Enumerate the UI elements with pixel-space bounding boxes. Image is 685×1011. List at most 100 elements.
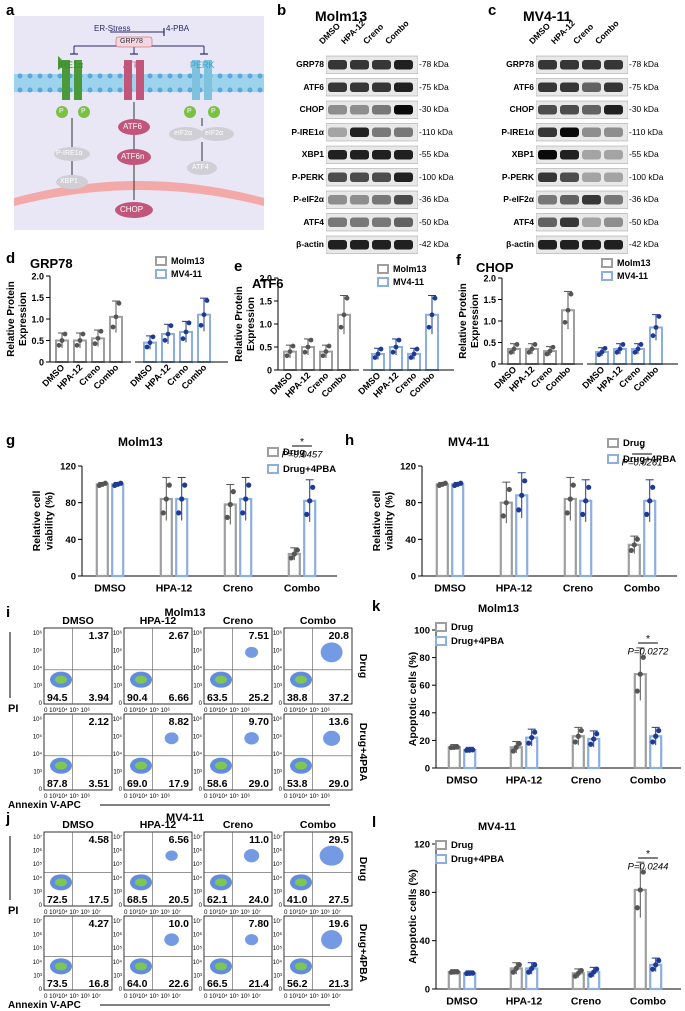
flow_i-ytick-1-1-0: 10⁶: [113, 716, 123, 723]
h-ytick-label-3: 120: [400, 462, 416, 473]
flow_j-q-ur-1-1: 10.0: [169, 918, 190, 930]
blot-b-row-3: P-IRE1α: [291, 126, 324, 137]
flow-panel-j: MV4-11 DMSO HPA-12 Creno Combo PI Annexin V-AP…: [8, 812, 369, 1011]
blot-c-lane-0: DMSO: [526, 20, 553, 46]
flow_j-q-ur-0-3: 29.5: [329, 834, 350, 846]
panel-letter-a: a: [6, 2, 15, 19]
p-circle-4: P: [211, 108, 216, 115]
blot-b-row-2: CHOP: [299, 104, 324, 114]
k-pt-1-3-0: [650, 739, 656, 745]
d-pt-1-1-2: [168, 323, 174, 329]
blot-c-band-2-0: [538, 105, 557, 115]
blot-b-band-6-0: [328, 195, 347, 205]
panel-letter-c: c: [488, 2, 497, 19]
k-xlabel-2: Creno: [571, 775, 601, 787]
blot-c-kda-5: -100 kDa: [629, 171, 664, 182]
blot-c-band-7-0: [538, 217, 557, 227]
atf6-label: ATF6: [123, 60, 145, 70]
flow_j-q-lr-0-2: 24.0: [249, 894, 270, 906]
k-ylabel-0: Apoptotic cells (%): [407, 652, 419, 747]
flow_i-plot-0-0: [43, 627, 113, 705]
e-ylabel-1: Expression: [246, 297, 257, 351]
flow_i-ytick-1-0-2: 10⁴: [33, 751, 43, 758]
flow_i-ytick-1-1-4: 0: [119, 787, 123, 793]
blot-b-band-8-2: [372, 240, 391, 250]
e-pt-0-1-0: [302, 349, 308, 355]
e-legend-swatch-1: [377, 277, 389, 287]
e-pt-0-0-1: [287, 349, 293, 354]
flow_j-ytick-1-2-5: 0: [199, 987, 203, 993]
flow_j-ytick-0-1-0: 10⁷: [113, 834, 122, 841]
blot-b-kda-1: -75 kDa: [419, 81, 449, 92]
flow_j-plot-1-2: [203, 915, 273, 991]
d-pt-0-0-2: [62, 331, 68, 337]
h-pt-0-3-2: [634, 536, 640, 542]
g-pt-1-2-1: [243, 496, 249, 502]
blot-c-band-2-2: [582, 105, 601, 115]
f-legend-swatch-1: [601, 271, 613, 281]
flow_j-ytick-0-3-1: 10⁶: [273, 848, 283, 855]
e-legend-label-1: MV4-11: [393, 277, 424, 287]
flow_j-ytick-0-2-5: 0: [199, 903, 203, 909]
blot-c-row-2: CHOP: [509, 104, 534, 114]
blot-c-band-4-1: [560, 150, 579, 160]
flow_j-q-ur-0-1: 6.56: [169, 834, 190, 846]
flow_j-ytick-1-3-1: 10⁶: [273, 932, 283, 939]
flow_j-col-2: Creno: [223, 819, 253, 831]
d-legend-swatch-1: [155, 269, 167, 279]
k-ytick-label-0: 0: [425, 764, 430, 775]
blot-b-band-0-3: [394, 60, 413, 70]
e-ytick-label-4: 2.0: [259, 274, 272, 284]
blot-b-band-6-2: [372, 195, 391, 205]
g-pt-0-3-2: [294, 547, 300, 553]
e-ytick-label-0: 0: [267, 366, 272, 376]
blot-c-bands: [536, 55, 628, 254]
g-pt-0-2-0: [224, 514, 230, 520]
d-ytick-label-0: 0: [39, 358, 44, 368]
flow_j-blob2-0-1: [165, 850, 178, 861]
flow_i-xticks-0-0: 0 10³10⁴ 10⁵ 10⁶: [44, 707, 90, 714]
k-pt-0-3-1: [637, 671, 643, 677]
g-ylabel-0: Relative cell: [31, 491, 43, 552]
blot-c-row-7: ATF4: [513, 216, 534, 227]
k-pt-1-1-2: [532, 729, 538, 735]
flow_j-blobcore-0-2: [215, 878, 227, 887]
k-xlabel-1: HPA-12: [506, 775, 543, 787]
k-pt-1-2-0: [588, 741, 594, 747]
g-ytick-label-1: 40: [65, 535, 76, 546]
flow_j-plot-1-0: [43, 915, 113, 991]
blot-c-band-1-1: [560, 82, 579, 92]
l-pt-0-3-1: [637, 887, 643, 893]
blot-c-band-8-3: [604, 240, 623, 250]
g-ytick-label-0: 0: [71, 572, 76, 583]
flow_i-xticks-0-2: 0 10³10⁴ 10⁵ 10⁶: [204, 707, 250, 714]
flow_j-ytick-0-1-5: 0: [119, 903, 123, 909]
xbp1-node: XBP1: [60, 178, 78, 185]
flow_j-ytick-0-0-3: 10⁴: [33, 875, 43, 882]
flow_j-plot-0-2: [203, 831, 273, 907]
flow_i-ytick-1-1-2: 10⁴: [113, 751, 123, 758]
d-pt-1-2-0: [180, 336, 186, 342]
h-pt-0-0-2: [442, 480, 448, 486]
g-ylabel-1: viability (%): [44, 492, 56, 550]
e-pt-1-2-1: [411, 351, 417, 357]
l-title: MV4-11: [478, 821, 516, 833]
e-pt-0-1-2: [308, 337, 314, 343]
flow_j-q-ur-1-2: 7.80: [249, 918, 270, 930]
flow_j-q-ll-1-3: 56.2: [287, 978, 308, 990]
blot-b-band-6-1: [350, 195, 369, 205]
blot-c-kda-4: -55 kDa: [629, 149, 659, 159]
flow_i-ytick-1-3-3: 10³: [273, 770, 282, 776]
l-pt-1-3-2: [656, 957, 662, 964]
flow_i-ytick-1-0-1: 10⁵: [33, 734, 43, 741]
k-pt-1-1-0: [526, 740, 532, 746]
flow_i-ytick-1-2-2: 10⁴: [193, 751, 203, 758]
h-pt-1-3-1: [647, 498, 653, 504]
flow_j-ytick-0-1-1: 10⁶: [113, 848, 123, 855]
f-pt-0-3-0: [562, 319, 568, 325]
h-bar-0-0: [435, 483, 449, 578]
flow_i-ytick-1-0-3: 10³: [33, 770, 42, 776]
flow_i-xticks-1-3: 0 10³10⁴ 10⁵ 10⁶: [284, 793, 330, 800]
h-pt-0-1-1: [503, 500, 509, 506]
g-legend-swatch-0: [267, 447, 279, 457]
